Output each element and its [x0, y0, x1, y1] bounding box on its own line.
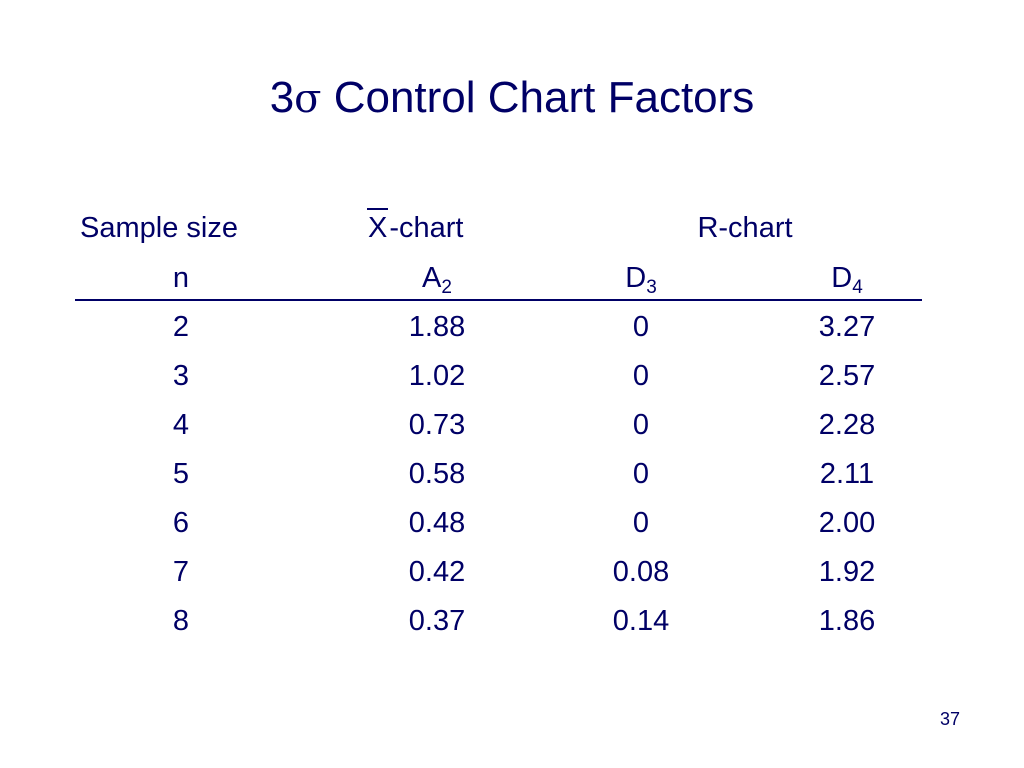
title-suffix: Control Chart Factors	[321, 73, 755, 122]
xbar-symbol: X	[366, 208, 389, 244]
row-3-d4: 2.28	[818, 409, 876, 441]
row-4-d3: 0	[632, 458, 650, 490]
row-2-a2: 1.02	[408, 360, 466, 392]
row-5-d4: 2.00	[818, 507, 876, 539]
column-header-n: n	[172, 262, 190, 294]
row-2-n: 3	[172, 360, 190, 392]
d3-subscript: 3	[646, 277, 657, 298]
row-2-d3: 0	[632, 360, 650, 392]
row-4-d4: 2.11	[819, 458, 875, 490]
row-3-n: 4	[172, 409, 190, 441]
a2-subscript: 2	[441, 277, 452, 298]
column-header-d4: D4	[831, 261, 863, 298]
row-1-n: 2	[172, 311, 190, 343]
row-3-a2: 0.73	[408, 409, 466, 441]
page-number: 37	[939, 709, 960, 729]
row-4-n: 5	[172, 458, 190, 490]
row-7-n: 8	[172, 605, 190, 637]
row-7-d3: 0.14	[612, 605, 670, 637]
column-header-a2: A2	[422, 261, 452, 298]
row-5-n: 6	[172, 507, 190, 539]
row-3-d3: 0	[632, 409, 650, 441]
header-sample-size: Sample size	[80, 212, 238, 244]
d4-base: D	[831, 262, 853, 294]
row-7-a2: 0.37	[408, 605, 466, 637]
column-header-d3: D3	[625, 261, 657, 298]
row-4-a2: 0.58	[408, 458, 466, 490]
sigma-symbol: σ	[294, 76, 322, 122]
row-7-d4: 1.86	[818, 605, 876, 637]
row-6-d3: 0.08	[612, 556, 670, 588]
a2-base: A	[422, 262, 442, 294]
row-2-d4: 2.57	[818, 360, 876, 392]
row-6-d4: 1.92	[818, 556, 876, 588]
row-6-a2: 0.42	[408, 556, 466, 588]
row-1-a2: 1.88	[408, 311, 466, 343]
row-1-d4: 3.27	[818, 311, 876, 343]
row-5-d3: 0	[632, 507, 650, 539]
row-6-n: 7	[172, 556, 190, 588]
xbar-chart-label: -chart	[389, 212, 464, 244]
row-1-d3: 0	[632, 311, 650, 343]
d4-subscript: 4	[852, 277, 863, 298]
d3-base: D	[625, 262, 647, 294]
header-r-chart: R-chart	[697, 212, 793, 244]
row-5-a2: 0.48	[408, 507, 466, 539]
slide-title: 3σ Control Chart Factors	[0, 66, 1024, 131]
title-prefix: 3	[269, 73, 295, 122]
header-divider	[75, 299, 922, 301]
header-xbar-chart: X-chart	[366, 208, 464, 245]
